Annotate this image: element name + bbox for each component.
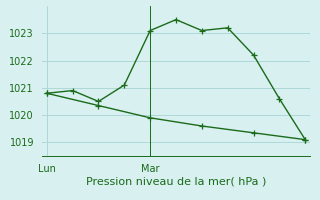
X-axis label: Pression niveau de la mer( hPa ): Pression niveau de la mer( hPa )	[86, 176, 266, 186]
